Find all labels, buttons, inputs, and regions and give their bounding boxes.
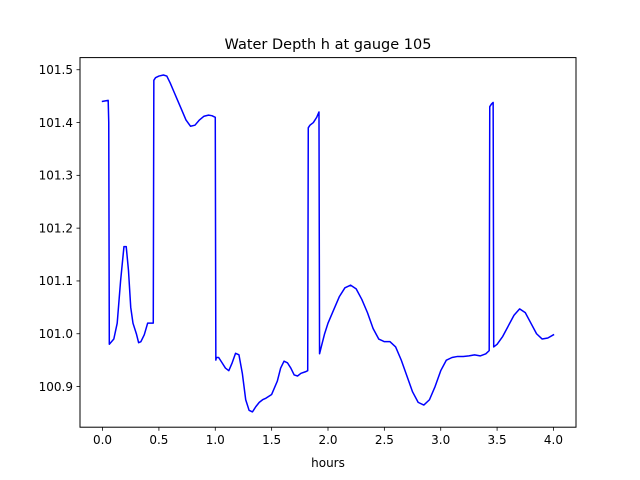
chart-title: Water Depth h at gauge 105 [225, 37, 432, 53]
series-line [101, 74, 555, 413]
y-tick-label: 101.5 [39, 63, 73, 77]
y-axis: 100.9 101.0 101.1 101.2 101.3 101.4 101.5 [39, 63, 80, 394]
data-layer [101, 74, 555, 413]
x-tick-label: 0.5 [149, 433, 168, 447]
x-tick-label: 4.0 [544, 433, 563, 447]
x-tick-label: 3.5 [488, 433, 507, 447]
y-tick-label: 101.2 [39, 221, 73, 235]
x-tick-label: 1.0 [206, 433, 225, 447]
x-axis: 0.0 0.5 1.0 1.5 2.0 2.5 3.0 3.5 4.0 [93, 427, 563, 447]
x-tick-label: 2.0 [318, 433, 337, 447]
y-tick-label: 101.1 [39, 274, 73, 288]
y-tick-label: 101.4 [39, 116, 73, 130]
x-tick-label: 3.0 [431, 433, 450, 447]
y-tick-label: 101.3 [39, 169, 73, 183]
x-tick-label: 0.0 [93, 433, 112, 447]
y-tick-label: 100.9 [39, 380, 73, 394]
x-axis-label: hours [311, 456, 345, 470]
x-tick-label: 1.5 [262, 433, 281, 447]
y-tick-label: 101.0 [39, 327, 73, 341]
x-tick-label: 2.5 [375, 433, 394, 447]
